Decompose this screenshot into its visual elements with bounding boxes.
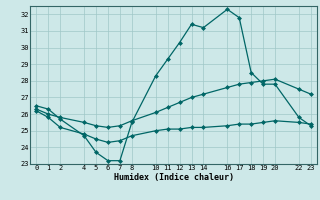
X-axis label: Humidex (Indice chaleur): Humidex (Indice chaleur) <box>114 173 234 182</box>
